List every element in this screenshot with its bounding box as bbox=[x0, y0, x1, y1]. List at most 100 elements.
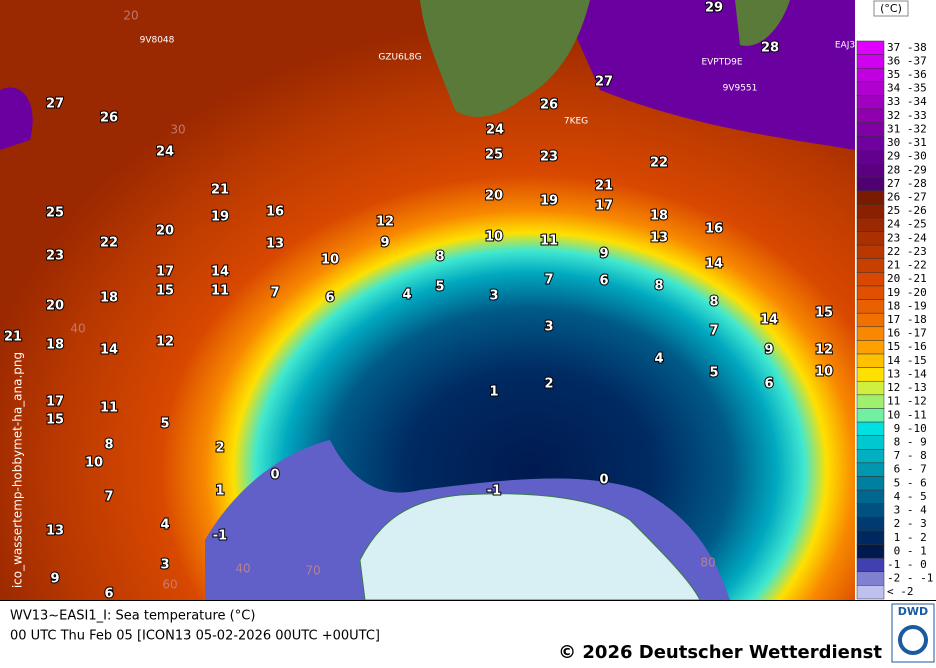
temperature-label: 27 bbox=[46, 97, 64, 112]
temperature-label: 23 bbox=[46, 249, 64, 264]
legend-swatch bbox=[856, 312, 885, 328]
temperature-label: 25 bbox=[46, 206, 64, 221]
side-text: ico_wassertemp-hobbymet-ha_ana.png bbox=[11, 352, 25, 588]
legend-label: 3 - 4 bbox=[887, 504, 927, 517]
legend-swatch bbox=[856, 462, 885, 477]
temperature-label: 6 bbox=[104, 587, 113, 602]
temperature-label: 7 bbox=[544, 273, 553, 288]
temperature-label: 8 bbox=[435, 250, 444, 265]
legend-swatch bbox=[856, 517, 885, 532]
legend-swatch bbox=[856, 571, 885, 586]
grid-label: 30 bbox=[170, 123, 185, 137]
temperature-label: 7 bbox=[709, 324, 718, 339]
temperature-label: 12 bbox=[156, 335, 174, 350]
antarctica bbox=[359, 493, 701, 601]
station-id: 9V8048 bbox=[140, 36, 175, 46]
legend-swatch bbox=[856, 122, 885, 137]
legend-label: 9 -10 bbox=[887, 422, 927, 435]
legend-label: 27 -28 bbox=[887, 177, 927, 190]
legend-label: 15 -16 bbox=[887, 340, 927, 353]
temperature-label: 0 bbox=[599, 473, 608, 488]
legend-label: 22 -23 bbox=[887, 245, 927, 258]
temperature-label: -1 bbox=[487, 484, 501, 499]
temperature-label: 24 bbox=[486, 123, 504, 138]
legend-label: < -2 bbox=[887, 585, 914, 598]
legend-unit-box bbox=[873, 0, 909, 17]
temperature-label: 10 bbox=[815, 365, 833, 380]
temperature-label: 21 bbox=[4, 330, 22, 345]
legend-swatch bbox=[856, 299, 885, 314]
temperature-label: 5 bbox=[160, 417, 169, 432]
temperature-label: 10 bbox=[321, 253, 339, 268]
legend-label: 1 - 2 bbox=[887, 531, 927, 544]
temperature-label: 12 bbox=[376, 215, 394, 230]
temperature-label: 17 bbox=[156, 265, 174, 280]
copyright: © 2026 Deutscher Wetterdienst bbox=[558, 642, 882, 663]
legend-label: 32 -33 bbox=[887, 109, 927, 122]
legend-swatch bbox=[856, 557, 885, 573]
legend-swatch bbox=[856, 149, 885, 164]
legend-label: 16 -17 bbox=[887, 327, 927, 340]
temperature-label: 2 bbox=[544, 377, 553, 392]
madagascar bbox=[735, 0, 790, 46]
legend-label: 21 -22 bbox=[887, 259, 927, 272]
legend-label: 25 -26 bbox=[887, 204, 927, 217]
temperature-label: 18 bbox=[46, 338, 64, 353]
legend-unit: (°C) bbox=[880, 2, 902, 15]
legend-swatch bbox=[856, 408, 885, 423]
legend-swatch bbox=[856, 244, 885, 260]
temperature-label: 1 bbox=[215, 484, 224, 499]
temperature-label: 14 bbox=[705, 257, 723, 272]
legend-swatch bbox=[856, 435, 885, 450]
temperature-label: 6 bbox=[325, 291, 334, 306]
temperature-label: 9 bbox=[599, 247, 608, 262]
temperature-label: 13 bbox=[266, 237, 284, 252]
temperature-label: 4 bbox=[654, 352, 663, 367]
legend-label: 20 -21 bbox=[887, 272, 927, 285]
footer-title: WV13~EASI1_I: Sea temperature (°C) bbox=[10, 609, 255, 624]
station-id: GZU6L8G bbox=[378, 53, 421, 63]
temperature-label: 28 bbox=[761, 41, 779, 56]
temperature-label: 13 bbox=[46, 524, 64, 539]
legend-swatch bbox=[856, 530, 885, 545]
temperature-label: 15 bbox=[46, 413, 64, 428]
legend-label: 37 -38 bbox=[887, 41, 927, 54]
temperature-label: 7 bbox=[270, 286, 279, 301]
temperature-label: 18 bbox=[100, 291, 118, 306]
legend-swatch bbox=[856, 449, 885, 464]
temperature-label: 16 bbox=[266, 205, 284, 220]
temperature-label: 25 bbox=[485, 148, 503, 163]
temperature-label: 7 bbox=[104, 490, 113, 505]
legend-swatch bbox=[856, 394, 885, 409]
legend-label: 2 - 3 bbox=[887, 517, 927, 530]
legend-swatch bbox=[856, 340, 885, 355]
temperature-label: 26 bbox=[100, 111, 118, 126]
legend-label: -2 - -1 bbox=[887, 572, 933, 585]
legend-label: 19 -20 bbox=[887, 286, 927, 299]
temperature-label: 0 bbox=[270, 468, 279, 483]
legend-swatch bbox=[856, 503, 885, 518]
temperature-label: 8 bbox=[709, 295, 718, 310]
legend-label: 34 -35 bbox=[887, 82, 927, 95]
temperature-label: 2 bbox=[215, 441, 224, 456]
temperature-label: 5 bbox=[709, 366, 718, 381]
legend-swatch bbox=[856, 489, 885, 504]
legend-swatch bbox=[856, 176, 885, 191]
temperature-label: 9 bbox=[764, 343, 773, 358]
logo-mark bbox=[898, 625, 928, 655]
legend-label: 33 -34 bbox=[887, 95, 927, 108]
legend-swatch bbox=[856, 67, 885, 83]
legend-swatch bbox=[856, 272, 885, 287]
temperature-label: 29 bbox=[705, 1, 723, 16]
temperature-label: 19 bbox=[211, 210, 229, 225]
legend-label: 5 - 6 bbox=[887, 476, 927, 489]
legend-label: 28 -29 bbox=[887, 163, 927, 176]
grid-label: 40 bbox=[70, 322, 85, 336]
legend-label: 11 -12 bbox=[887, 395, 927, 408]
temperature-label: 12 bbox=[815, 343, 833, 358]
legend-swatch bbox=[856, 585, 885, 600]
grid-label: 70 bbox=[305, 564, 320, 578]
grid-label: 20 bbox=[123, 9, 138, 23]
legend-swatch bbox=[856, 204, 885, 219]
